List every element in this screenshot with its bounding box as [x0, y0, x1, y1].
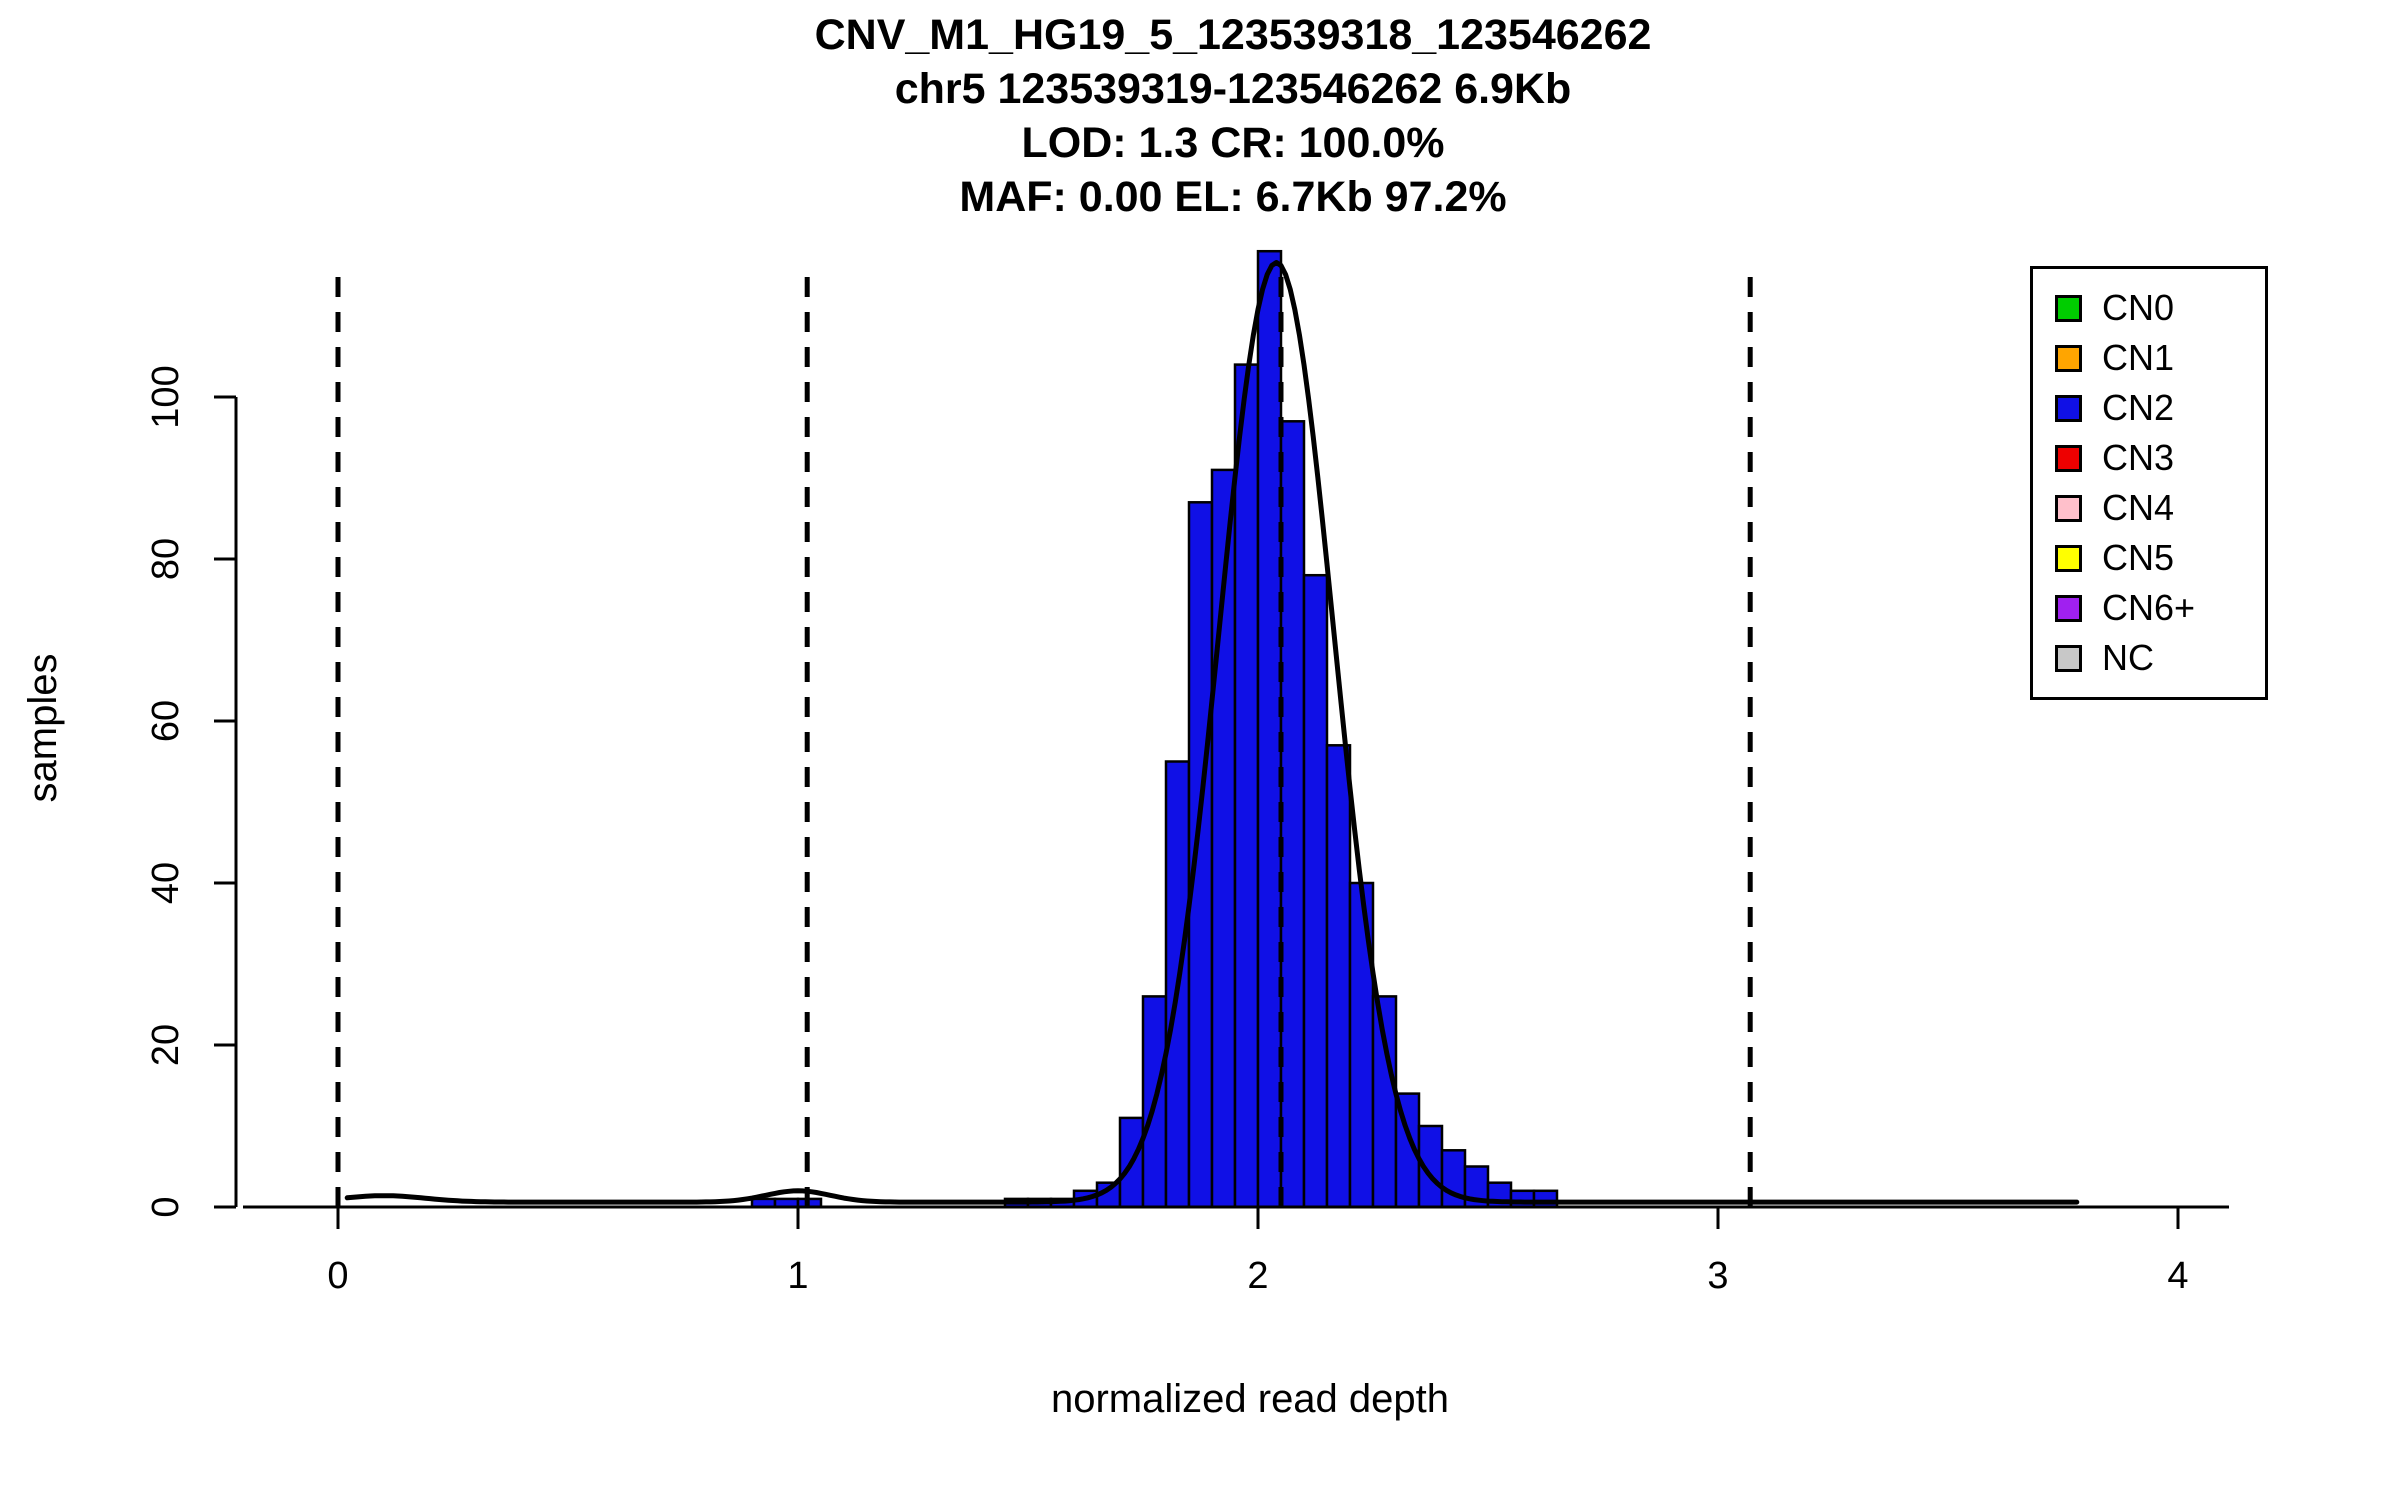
- y-tick-label: 0: [145, 1196, 187, 1217]
- legend-swatch: [2055, 544, 2082, 572]
- y-tick-label: 20: [145, 1024, 187, 1066]
- histogram-bar: [1233, 363, 1260, 1209]
- legend-label: CN0: [2102, 287, 2175, 328]
- legend-entry: CN0: [2055, 283, 2265, 333]
- legend-entry: CN6+: [2055, 583, 2265, 633]
- x-tick-label: 2: [1247, 1255, 1268, 1297]
- legend-entry: CN3: [2055, 433, 2265, 483]
- legend-swatch: [2055, 444, 2082, 472]
- legend-entry: CN4: [2055, 483, 2265, 533]
- legend-label: CN4: [2102, 487, 2175, 528]
- x-axis-title: normalized read depth: [1051, 1377, 1449, 1421]
- legend-entry: CN5: [2055, 533, 2265, 583]
- y-tick-label: 80: [145, 538, 187, 580]
- x-tick-label: 3: [1707, 1255, 1728, 1297]
- legend-swatch: [2055, 294, 2082, 322]
- chart-title: CNV_M1_HG19_5_123539318_123546262 chr5 1…: [236, 8, 2230, 224]
- title-line-3: LOD: 1.3 CR: 100.0%: [1021, 119, 1445, 167]
- legend-swatch: [2055, 644, 2082, 672]
- legend-swatch: [2055, 394, 2082, 422]
- legend-label: CN5: [2102, 537, 2175, 578]
- legend-label: CN1: [2102, 337, 2175, 378]
- legend-label: CN2: [2102, 387, 2175, 428]
- legend-entry: NC: [2055, 633, 2265, 683]
- histogram-bar: [1325, 744, 1352, 1209]
- legend-swatch: [2055, 494, 2082, 522]
- histogram-bar: [1302, 573, 1329, 1209]
- title-line-2: chr5 123539319-123546262 6.9Kb: [894, 65, 1572, 113]
- histogram-bar: [1279, 420, 1306, 1209]
- legend-swatch: [2055, 594, 2082, 622]
- y-tick-label: 60: [145, 700, 187, 742]
- density-curve: [344, 260, 2080, 1205]
- legend-entry: CN2: [2055, 383, 2265, 433]
- x-tick-label: 4: [2167, 1255, 2188, 1297]
- histogram-bar: [1256, 249, 1283, 1209]
- legend-label: NC: [2102, 637, 2154, 678]
- title-line-4: MAF: 0.00 EL: 6.7Kb 97.2%: [959, 173, 1507, 221]
- y-axis-title: samples: [21, 654, 65, 803]
- legend-label: CN3: [2102, 437, 2175, 478]
- title-line-1: CNV_M1_HG19_5_123539318_123546262: [814, 11, 1652, 59]
- legend-entry: CN1: [2055, 333, 2265, 383]
- y-tick-label: 100: [145, 365, 187, 428]
- x-tick-label: 1: [787, 1255, 808, 1297]
- legend-swatch: [2055, 344, 2082, 372]
- histogram-bar: [1187, 501, 1214, 1209]
- legend-label: CN6+: [2102, 587, 2196, 628]
- y-tick-label: 40: [145, 862, 187, 904]
- x-tick-label: 0: [327, 1255, 348, 1297]
- legend: CN0 CN1 CN2 CN3 CN4 CN5 CN6+ NC: [2030, 266, 2268, 700]
